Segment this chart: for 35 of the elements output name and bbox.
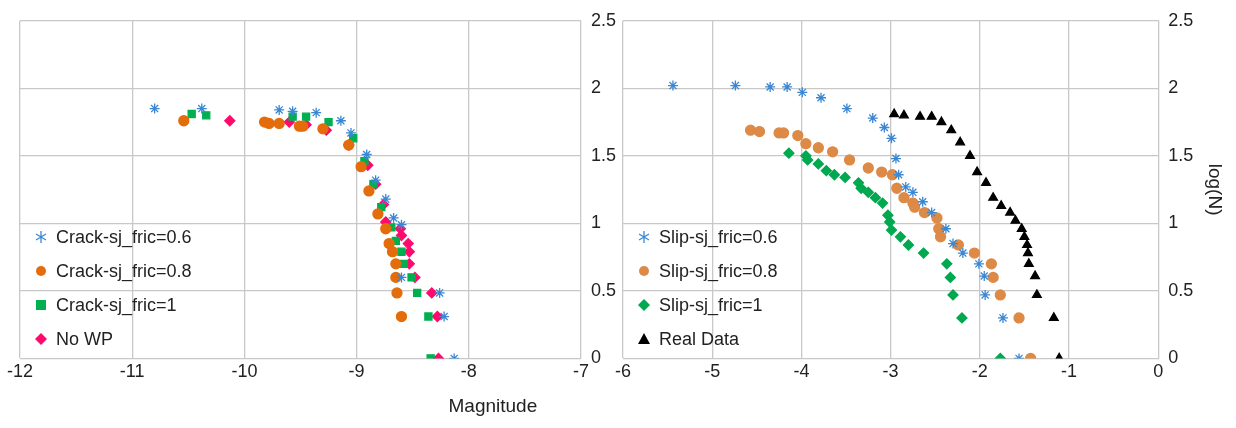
x-tick-label: -1 — [1060, 361, 1077, 382]
x-tick-label: -6 — [614, 361, 632, 382]
legend-label: Real Data — [659, 328, 740, 352]
y-tick-label: 1 — [590, 212, 601, 233]
x-tick-label: -9 — [348, 361, 365, 382]
x-tick-label: -8 — [460, 361, 477, 382]
x-tick-label: -2 — [971, 361, 988, 382]
x-axis-title: Magnitude — [448, 395, 538, 417]
legend-label: Slip-sj_fric=0.8 — [659, 260, 778, 284]
x-tick-label: -12 — [6, 361, 34, 382]
legend-label: Slip-sj_fric=0.6 — [659, 226, 778, 250]
x-tick-label: -11 — [119, 361, 145, 382]
y-tick-label: 2 — [590, 77, 601, 98]
y-tick-label: 2.5 — [1168, 9, 1194, 30]
x-tick-label: -7 — [572, 361, 589, 382]
y-tick-label: 2 — [1168, 77, 1179, 98]
x-tick-label: 0 — [1153, 361, 1164, 382]
y-axis-title: log(N) — [1205, 163, 1227, 216]
legend-label: Slip-sj_fric=1 — [659, 294, 763, 318]
legend-label: No WP — [56, 328, 114, 352]
y-tick-label: 1.5 — [590, 144, 617, 165]
y-tick-label: 0 — [590, 347, 601, 368]
x-tick-label: -10 — [231, 361, 258, 382]
y-tick-label: 1.5 — [1168, 144, 1194, 165]
y-tick-label: 0.5 — [590, 279, 617, 300]
y-tick-label: 2.5 — [590, 9, 617, 30]
y-tick-label: 1 — [1168, 212, 1179, 233]
x-tick-label: -5 — [704, 361, 721, 382]
legend-label: Crack-sj_fric=1 — [56, 294, 177, 318]
legend-label: Crack-sj_fric=0.6 — [56, 226, 192, 250]
legend-label: Crack-sj_fric=0.8 — [56, 260, 192, 284]
y-tick-label: 0 — [1168, 347, 1179, 368]
x-tick-label: -4 — [793, 361, 810, 382]
y-tick-label: 0.5 — [1168, 279, 1194, 300]
x-tick-label: -3 — [882, 361, 899, 382]
